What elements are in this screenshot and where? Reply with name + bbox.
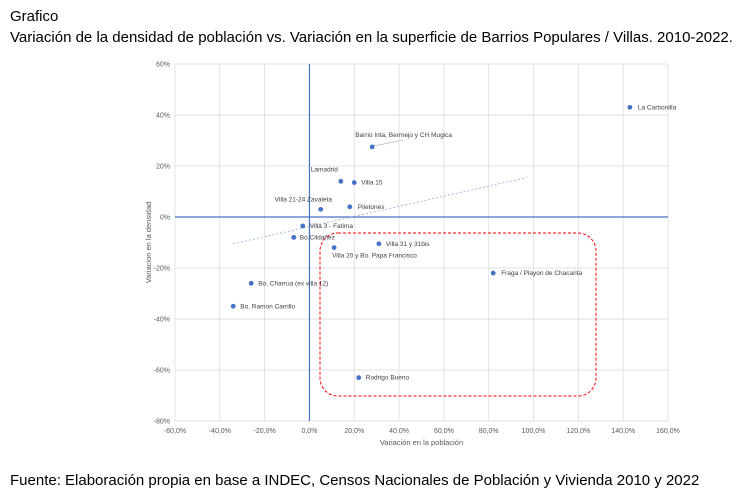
x-tick-label: 140,0% xyxy=(611,428,635,435)
label-leader-line xyxy=(374,139,405,147)
x-axis-title: Variación en la población xyxy=(380,438,463,447)
data-point-label: Barrio Inta, Bermejo y CH Mugica xyxy=(355,132,452,139)
y-tick-label: -20% xyxy=(154,266,170,273)
data-point xyxy=(356,375,362,381)
data-point-label: Bo. Charrua (ex villa 12) xyxy=(258,280,328,287)
data-point xyxy=(369,144,375,150)
source-note: Fuente: Elaboración propia en base a IND… xyxy=(10,472,700,489)
data-point xyxy=(300,223,306,229)
data-point xyxy=(490,270,496,276)
data-point xyxy=(351,180,357,185)
data-point-label: Piletones xyxy=(358,204,385,211)
x-tick-label: -60,0% xyxy=(164,428,186,435)
y-axis-title: Variacion en la densidad xyxy=(144,202,153,284)
x-tick-label: -40,0% xyxy=(209,428,231,435)
x-tick-label: 40,0% xyxy=(389,428,409,435)
x-tick-label: 80,0% xyxy=(479,428,499,435)
data-point xyxy=(230,303,236,309)
data-point xyxy=(376,241,382,247)
y-tick-label: 60% xyxy=(156,62,170,69)
y-tick-label: 20% xyxy=(156,164,170,171)
y-tick-label: -40% xyxy=(154,317,170,324)
y-tick-label: -80% xyxy=(154,419,170,426)
data-point-label: Villa 15 xyxy=(361,180,383,187)
data-point-label: Villa 20 y Bo. Papa Francisco xyxy=(332,253,417,260)
chart-label: Grafico xyxy=(10,8,59,25)
data-point-label: Villa 3 - Fatima xyxy=(310,223,354,230)
data-point-label: La Carbonilla xyxy=(638,104,677,111)
data-point xyxy=(338,178,344,184)
x-tick-label: 60,0% xyxy=(434,428,454,435)
data-point xyxy=(331,245,337,251)
data-point-label: Bo.Cildañez xyxy=(300,234,335,241)
data-point xyxy=(248,280,254,286)
x-tick-label: 20,0% xyxy=(344,428,364,435)
data-point-label: Rodrigo Bueno xyxy=(366,375,410,382)
x-tick-label: 120,0% xyxy=(566,428,590,435)
highlight-region xyxy=(319,232,597,397)
x-tick-label: 0,0% xyxy=(301,428,317,435)
x-tick-label: -20,0% xyxy=(254,428,276,435)
y-tick-label: 40% xyxy=(156,113,170,120)
data-point xyxy=(291,235,297,240)
x-tick-label: 160,0% xyxy=(656,428,680,435)
chart-title: Variación de la densidad de población vs… xyxy=(10,29,733,46)
data-point xyxy=(347,204,353,210)
data-point-label: Lamadrid xyxy=(311,166,338,173)
data-point-label: Bo. Ramon Carrillo xyxy=(240,303,295,310)
data-point-label: Fraga / Playon de Chacarita xyxy=(501,270,582,277)
y-tick-label: -60% xyxy=(154,368,170,375)
data-point xyxy=(627,104,633,110)
data-point xyxy=(318,206,324,212)
y-tick-label: 0% xyxy=(160,215,170,222)
data-point-label: Villa 21-24 Zavaleta xyxy=(275,196,333,203)
chart-heading: Grafico Variación de la densidad de pobl… xyxy=(10,6,733,48)
data-point-label: Villa 31 y 31bis xyxy=(386,241,430,248)
x-tick-label: 100,0% xyxy=(522,428,546,435)
